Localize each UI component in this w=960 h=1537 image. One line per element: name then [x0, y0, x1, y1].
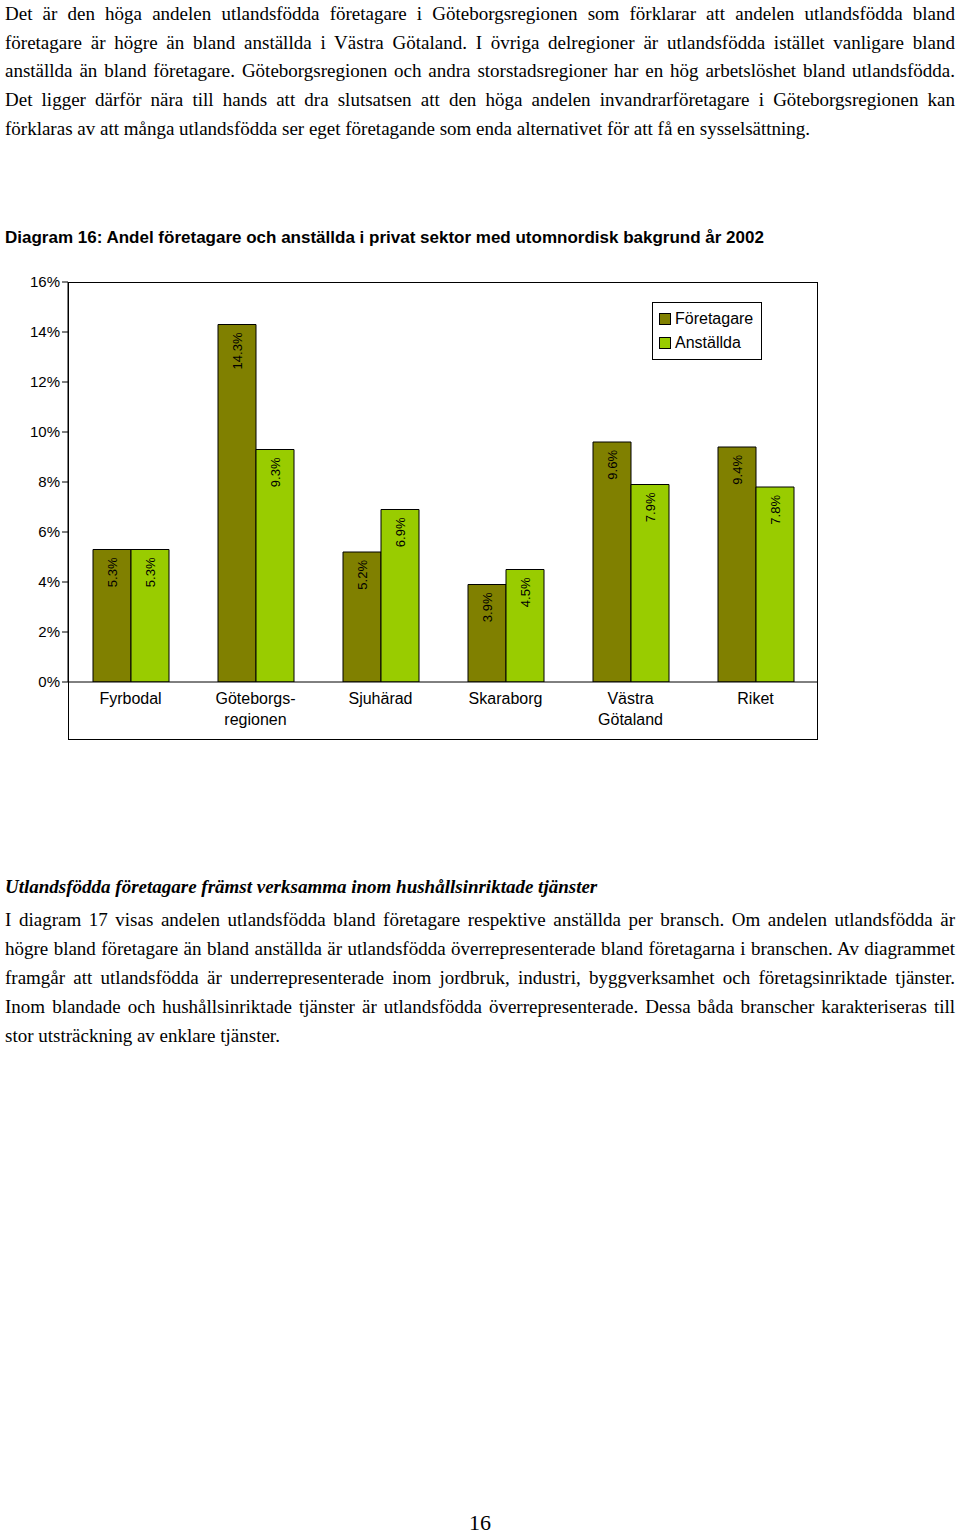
svg-text:9.3%: 9.3% [268, 457, 283, 487]
svg-text:14%: 14% [30, 323, 60, 340]
html-text:Utlandsfödda företagare främst: Utlandsfödda företagare främst verksamma… [5, 876, 598, 897]
html-text:Diagram 16: Andel företagare o: Diagram 16: Andel företagare och anställ… [5, 228, 764, 247]
svg-text:16%: 16% [30, 273, 60, 290]
svg-text:10%: 10% [30, 423, 60, 440]
html-text:16: 16 [469, 1510, 491, 1535]
svg-text:9.6%: 9.6% [605, 450, 620, 480]
svg-text:Skaraborg: Skaraborg [469, 690, 543, 707]
svg-text:6.9%: 6.9% [393, 517, 408, 547]
svg-text:3.9%: 3.9% [480, 592, 495, 622]
html-text:Det är den höga andelen utland: Det är den höga andelen utlandsfödda för… [5, 3, 955, 139]
svg-text:VästraGötaland: VästraGötaland [598, 690, 663, 728]
svg-text:14.3%: 14.3% [230, 332, 245, 369]
svg-text:12%: 12% [30, 373, 60, 390]
svg-text:Riket: Riket [737, 690, 774, 707]
svg-text:2%: 2% [38, 623, 60, 640]
html-text:I diagram 17 visas andelen utl: I diagram 17 visas andelen utlandsfödda … [5, 909, 955, 1046]
html-text:Företagare: Företagare [675, 310, 754, 327]
svg-text:5.2%: 5.2% [355, 560, 370, 590]
svg-text:Fyrbodal: Fyrbodal [99, 690, 161, 707]
svg-text:4.5%: 4.5% [518, 577, 533, 607]
svg-text:7.9%: 7.9% [643, 492, 658, 522]
svg-text:Göteborgs-regionen: Göteborgs-regionen [215, 690, 295, 728]
html-text:Anställda: Anställda [675, 334, 741, 351]
svg-text:8%: 8% [38, 473, 60, 490]
svg-text:5.3%: 5.3% [105, 557, 120, 587]
svg-text:Sjuhärad: Sjuhärad [348, 690, 412, 707]
svg-text:9.4%: 9.4% [730, 455, 745, 485]
svg-text:5.3%: 5.3% [143, 557, 158, 587]
svg-text:0%: 0% [38, 673, 60, 690]
svg-text:6%: 6% [38, 523, 60, 540]
svg-text:7.8%: 7.8% [768, 495, 783, 525]
svg-text:4%: 4% [38, 573, 60, 590]
